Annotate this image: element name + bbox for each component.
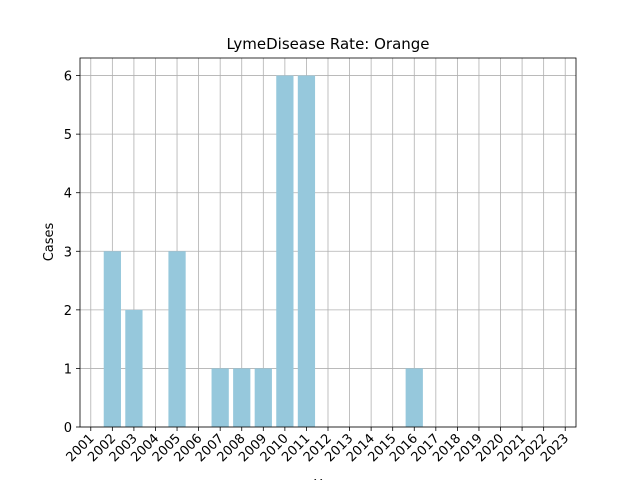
bar bbox=[276, 75, 294, 428]
bar bbox=[168, 251, 186, 427]
bar bbox=[405, 368, 423, 427]
y-axis-label: Cases bbox=[42, 222, 57, 261]
chart-title: LymeDisease Rate: Orange bbox=[226, 35, 429, 53]
y-tick-label: 6 bbox=[64, 70, 72, 85]
bar bbox=[211, 368, 229, 427]
bar bbox=[103, 251, 121, 427]
y-tick-label: 4 bbox=[64, 187, 72, 202]
y-tick-label: 5 bbox=[64, 128, 72, 143]
bar bbox=[254, 368, 272, 427]
y-tick-label: 1 bbox=[64, 362, 72, 377]
bar bbox=[233, 368, 251, 427]
bar bbox=[297, 75, 316, 428]
x-axis-label: Year bbox=[313, 478, 342, 480]
bar bbox=[125, 309, 143, 427]
y-tick-label: 2 bbox=[64, 304, 72, 319]
y-tick-label: 3 bbox=[64, 245, 72, 260]
y-tick-label: 0 bbox=[64, 421, 72, 436]
plot-frame bbox=[79, 57, 577, 428]
